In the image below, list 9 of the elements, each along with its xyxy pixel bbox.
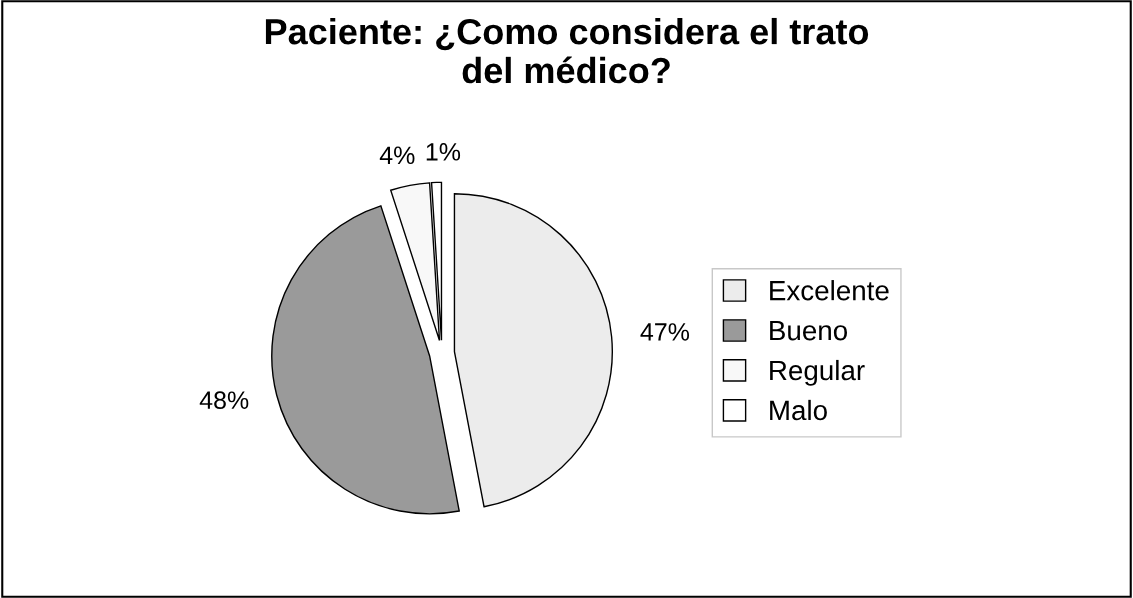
data-label: 1% bbox=[426, 143, 461, 161]
legend-label: Excelente bbox=[770, 280, 889, 301]
data-label: 48% bbox=[199, 391, 249, 409]
chart-title: Paciente: ¿Como considera el trato del médico? bbox=[265, 17, 869, 84]
legend-label: Regular bbox=[770, 359, 865, 386]
data-label: 4% bbox=[379, 146, 415, 165]
data-label: 47% bbox=[640, 323, 690, 341]
legend-label: Bueno bbox=[770, 321, 848, 341]
legend-label: Malo bbox=[770, 399, 827, 421]
